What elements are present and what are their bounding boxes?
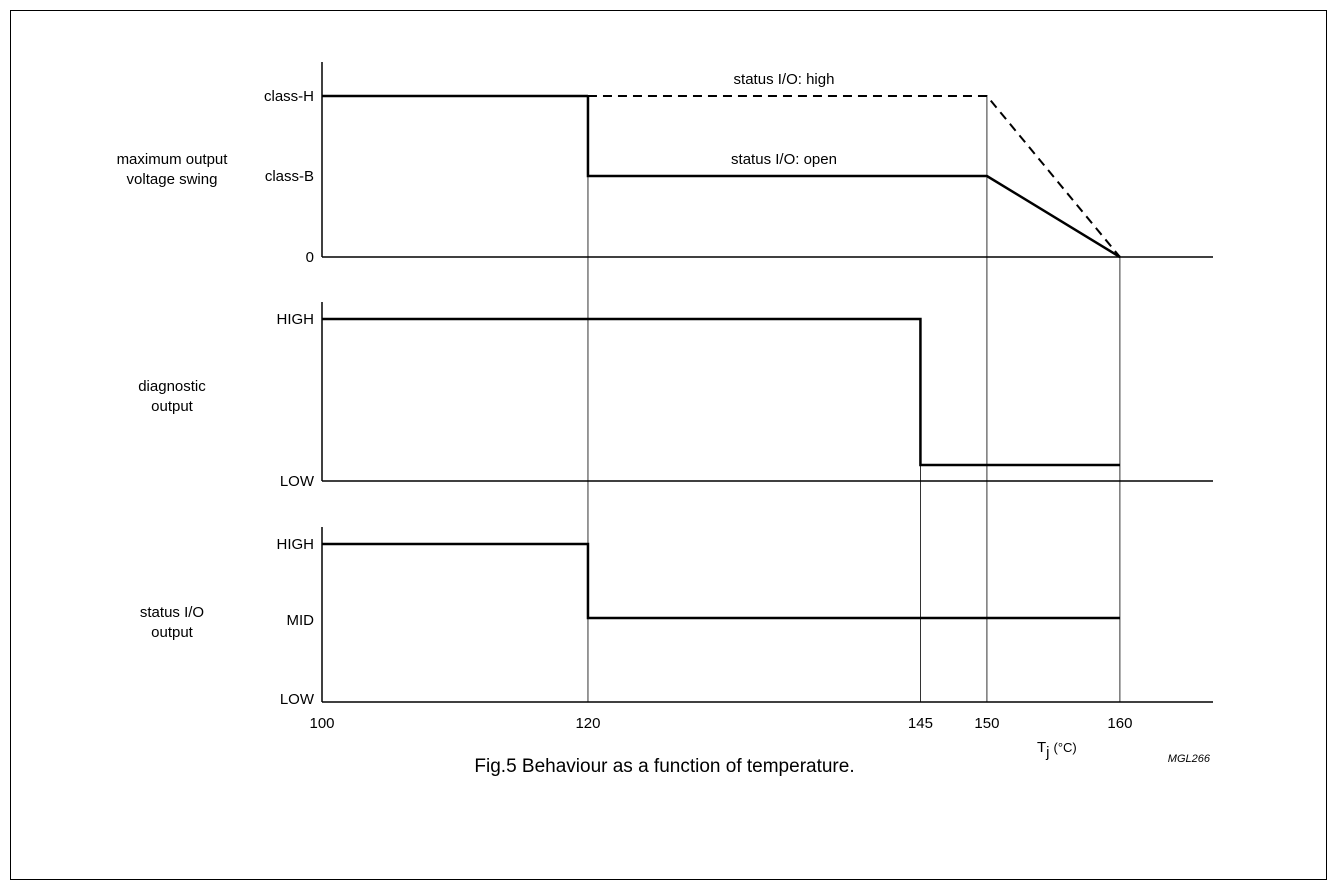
series-open-line bbox=[586, 96, 1121, 259]
x-tick-label-145: 145 bbox=[908, 715, 933, 732]
x-tick-label-160: 160 bbox=[1107, 715, 1132, 732]
series-high-dashed-line bbox=[587, 95, 1121, 258]
panel1-ylabel-line2: voltage swing bbox=[127, 171, 218, 188]
panel3-ylabel-line2: output bbox=[151, 624, 194, 641]
panel3-level-mid: MID bbox=[287, 612, 315, 629]
panel2-level-high: HIGH bbox=[277, 311, 315, 328]
panel1-level-zero: 0 bbox=[306, 249, 314, 266]
x-axis-label-unit: (°C) bbox=[1054, 740, 1077, 755]
x-tick-label-150: 150 bbox=[974, 715, 999, 732]
panel2-level-low: LOW bbox=[280, 473, 315, 490]
status-io-output-line bbox=[322, 542, 1120, 620]
x-axis-label: Tj (°C) bbox=[1037, 739, 1077, 761]
panel1-level-classH: class-H bbox=[264, 88, 314, 105]
x-axis-label-sub: j bbox=[1045, 744, 1049, 761]
series-label-open: status I/O: open bbox=[731, 151, 837, 168]
series-label-high: status I/O: high bbox=[734, 71, 835, 88]
panel3-ylabel-line1: status I/O bbox=[140, 604, 204, 621]
panel3-level-low: LOW bbox=[280, 691, 315, 708]
x-axis-label-main: T bbox=[1037, 739, 1046, 756]
panel2-ylabel-line1: diagnostic bbox=[138, 378, 206, 395]
panel1-level-classB: class-B bbox=[265, 168, 314, 185]
x-tick-label-120: 120 bbox=[575, 715, 600, 732]
x-tick-label-100: 100 bbox=[309, 715, 334, 732]
figure-code: MGL266 bbox=[1168, 753, 1211, 765]
diagnostic-output-line bbox=[322, 317, 1120, 467]
panel2-ylabel-line2: output bbox=[151, 398, 194, 415]
figure-caption: Fig.5 Behaviour as a function of tempera… bbox=[474, 756, 855, 777]
panel1-ylabel-line1: maximum output bbox=[117, 151, 229, 168]
panel3-level-high: HIGH bbox=[277, 536, 315, 553]
